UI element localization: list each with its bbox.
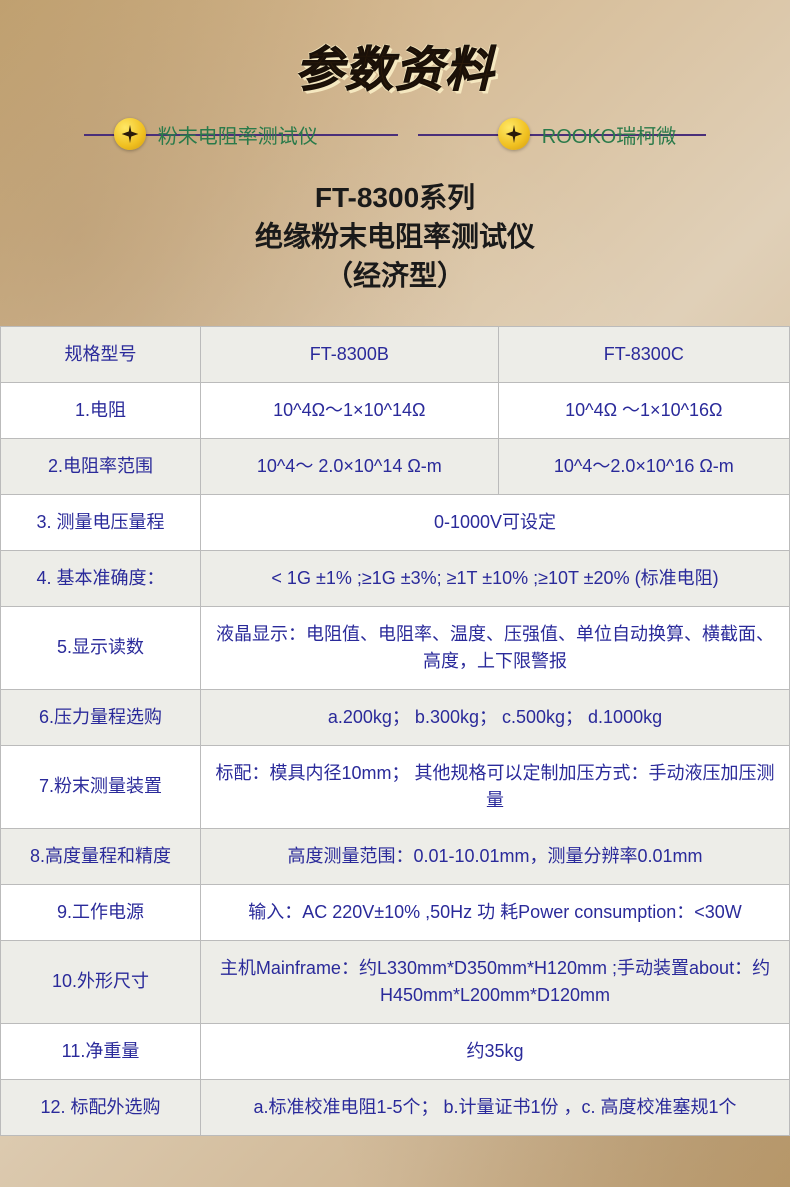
row-value: < 1G ±1% ;≥1G ±3%; ≥1T ±10% ;≥10T ±20% (… xyxy=(201,550,790,606)
row-label: 11.净重量 xyxy=(1,1023,201,1079)
row-value: 约35kg xyxy=(201,1023,790,1079)
row-value-b: 10^4Ω～1×10^14Ω xyxy=(201,382,499,438)
row-value: 0-1000V可设定 xyxy=(201,494,790,550)
subtitle: FT-8300系列 绝缘粉末电阻率测试仪 （经济型） xyxy=(0,178,790,296)
main-title: 参数资料 xyxy=(0,30,790,100)
subtitle-line3: （经济型） xyxy=(0,256,790,295)
badge-left-text: 粉末电阻率测试仪 xyxy=(158,120,318,149)
row-value: 高度测量范围：0.01-10.01mm，测量分辨率0.01mm xyxy=(201,828,790,884)
row-label: 7.粉末测量装置 xyxy=(1,745,201,828)
table-row: 4. 基本准确度：< 1G ±1% ;≥1G ±3%; ≥1T ±10% ;≥1… xyxy=(1,550,790,606)
badge-row: 粉末电阻率测试仪 ROOKO瑞柯微 xyxy=(0,118,790,150)
row-value: a.标准校准电阻1-5个； b.计量证书1份 ，c. 高度校准塞规1个 xyxy=(201,1079,790,1135)
table-row: 1.电阻10^4Ω～1×10^14Ω10^4Ω ～1×10^16Ω xyxy=(1,382,790,438)
table-row: 5.显示读数液晶显示：电阻值、电阻率、温度、压强值、单位自动换算、横截面、高度，… xyxy=(1,606,790,689)
row-value: 主机Mainframe：约L330mm*D350mm*H120mm ;手动装置a… xyxy=(201,940,790,1023)
spec-table: 规格型号FT-8300BFT-8300C1.电阻10^4Ω～1×10^14Ω10… xyxy=(0,326,790,1136)
row-label: 3. 测量电压量程 xyxy=(1,494,201,550)
row-label: 4. 基本准确度： xyxy=(1,550,201,606)
row-label: 6.压力量程选购 xyxy=(1,689,201,745)
table-row: 3. 测量电压量程0-1000V可设定 xyxy=(1,494,790,550)
table-row: 9.工作电源输入：AC 220V±10% ,50Hz 功 耗Power cons… xyxy=(1,884,790,940)
row-value-c: 10^4Ω ～1×10^16Ω xyxy=(498,382,789,438)
page-container: 参数资料 粉末电阻率测试仪 ROOKO瑞柯微 FT-8300系列 绝缘粉末电阻率… xyxy=(0,0,790,1136)
row-label: 12. 标配外选购 xyxy=(1,1079,201,1135)
row-label: 9.工作电源 xyxy=(1,884,201,940)
row-label: 5.显示读数 xyxy=(1,606,201,689)
table-header-c: FT-8300C xyxy=(498,326,789,382)
table-header-label: 规格型号 xyxy=(1,326,201,382)
row-label: 1.电阻 xyxy=(1,382,201,438)
badge-right: ROOKO瑞柯微 xyxy=(498,118,676,150)
row-label: 2.电阻率范围 xyxy=(1,438,201,494)
subtitle-line1: FT-8300系列 xyxy=(0,178,790,217)
table-header-b: FT-8300B xyxy=(201,326,499,382)
table-row: 12. 标配外选购a.标准校准电阻1-5个； b.计量证书1份 ，c. 高度校准… xyxy=(1,1079,790,1135)
row-value: 标配：模具内径10mm； 其他规格可以定制加压方式：手动液压加压测量 xyxy=(201,745,790,828)
star-icon xyxy=(114,118,146,150)
table-row: 7.粉末测量装置标配：模具内径10mm； 其他规格可以定制加压方式：手动液压加压… xyxy=(1,745,790,828)
row-label: 10.外形尺寸 xyxy=(1,940,201,1023)
badge-right-text: ROOKO瑞柯微 xyxy=(542,120,676,149)
spec-table-body: 规格型号FT-8300BFT-8300C1.电阻10^4Ω～1×10^14Ω10… xyxy=(1,326,790,1135)
row-value-c: 10^4～2.0×10^16 Ω-m xyxy=(498,438,789,494)
badge-left: 粉末电阻率测试仪 xyxy=(114,118,318,150)
table-row: 11.净重量约35kg xyxy=(1,1023,790,1079)
table-row: 2.电阻率范围10^4～ 2.0×10^14 Ω-m10^4～2.0×10^16… xyxy=(1,438,790,494)
table-row: 10.外形尺寸主机Mainframe：约L330mm*D350mm*H120mm… xyxy=(1,940,790,1023)
row-value: 液晶显示：电阻值、电阻率、温度、压强值、单位自动换算、横截面、高度，上下限警报 xyxy=(201,606,790,689)
row-value-b: 10^4～ 2.0×10^14 Ω-m xyxy=(201,438,499,494)
row-value: 输入：AC 220V±10% ,50Hz 功 耗Power consumptio… xyxy=(201,884,790,940)
table-row: 6.压力量程选购a.200kg； b.300kg； c.500kg； d.100… xyxy=(1,689,790,745)
row-label: 8.高度量程和精度 xyxy=(1,828,201,884)
subtitle-line2: 绝缘粉末电阻率测试仪 xyxy=(0,217,790,256)
table-row: 8.高度量程和精度高度测量范围：0.01-10.01mm，测量分辨率0.01mm xyxy=(1,828,790,884)
row-value: a.200kg； b.300kg； c.500kg； d.1000kg xyxy=(201,689,790,745)
star-icon xyxy=(498,118,530,150)
